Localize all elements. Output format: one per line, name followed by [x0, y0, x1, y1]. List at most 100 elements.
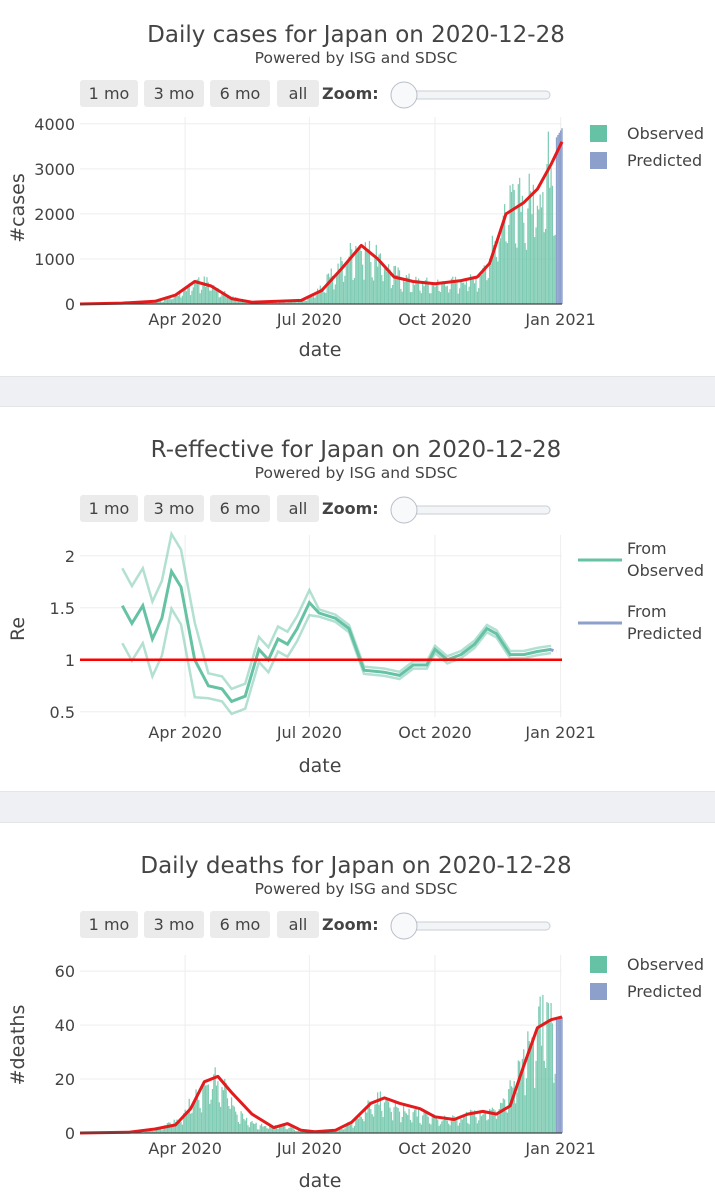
observed-bar	[381, 1111, 382, 1133]
observed-bar	[361, 1117, 362, 1133]
observed-bar	[534, 1088, 535, 1133]
legend-item-observed[interactable]: Observed	[590, 955, 704, 974]
legend-item-from-predicted[interactable]: From Predicted	[578, 602, 702, 643]
observed-bar	[171, 299, 172, 304]
observed-bar	[407, 1115, 408, 1133]
observed-bar	[411, 1122, 412, 1133]
observed-bar	[449, 289, 450, 304]
observed-bar	[413, 283, 414, 304]
observed-bar	[170, 1123, 171, 1133]
x-tick-label: Apr 2020	[148, 310, 221, 329]
observed-bar	[198, 1100, 199, 1133]
zoom-slider-handle[interactable]	[391, 497, 417, 523]
observed-bar	[232, 1105, 233, 1133]
observed-bar	[251, 1121, 252, 1133]
observed-bar	[544, 232, 545, 304]
observed-bar	[227, 1098, 228, 1133]
observed-bar	[523, 223, 524, 304]
observed-bar	[324, 292, 325, 304]
observed-bar	[370, 262, 371, 304]
observed-bar	[212, 1089, 213, 1133]
zoom-slider-track[interactable]	[405, 91, 550, 99]
observed-bar	[235, 1112, 236, 1133]
observed-bar	[247, 1125, 248, 1133]
x-tick-label: Jan 2021	[524, 1139, 595, 1158]
zoom-slider-handle[interactable]	[391, 82, 417, 108]
range-button-3mo[interactable]: 3 mo	[144, 911, 204, 938]
observed-bar	[519, 178, 520, 304]
range-button-1mo[interactable]: 1 mo	[80, 495, 138, 522]
range-button-1mo[interactable]: 1 mo	[80, 80, 138, 107]
observed-bar	[410, 292, 411, 304]
observed-bar	[413, 1112, 414, 1133]
observed-bar	[423, 1110, 424, 1133]
observed-bar	[414, 1110, 415, 1133]
observed-bar	[398, 1108, 399, 1133]
zoom-slider-track[interactable]	[405, 922, 550, 930]
zoom-slider-track[interactable]	[405, 506, 550, 514]
observed-bar	[190, 1114, 191, 1133]
observed-bar	[190, 295, 191, 304]
observed-bar	[437, 1119, 438, 1133]
observed-bar	[183, 290, 184, 304]
observed-bar	[460, 1119, 461, 1133]
observed-bar	[228, 1106, 229, 1133]
legend-item-predicted[interactable]: Predicted	[590, 982, 702, 1001]
observed-bar	[530, 191, 531, 304]
observed-bar	[363, 280, 364, 304]
observed-bar	[352, 280, 353, 304]
y-tick-label: 60	[55, 962, 75, 981]
predicted-bar	[560, 131, 561, 304]
observed-bar	[393, 266, 394, 304]
chart-title: Daily deaths for Japan on 2020-12-28	[140, 853, 571, 879]
observed-bar	[408, 1109, 409, 1133]
legend-item-predicted[interactable]: Predicted	[590, 151, 702, 170]
observed-bar	[475, 278, 476, 304]
range-button-3mo[interactable]: 3 mo	[144, 80, 204, 107]
x-tick-label: Jan 2021	[524, 310, 595, 329]
observed-bar	[485, 1112, 486, 1133]
zoom-slider-handle[interactable]	[391, 913, 417, 939]
observed-bar	[242, 1113, 243, 1133]
legend-item-observed[interactable]: Observed	[590, 124, 704, 143]
range-button-3mo[interactable]: 3 mo	[144, 495, 204, 522]
legend-label-word: Predicted	[627, 624, 702, 643]
range-button-6mo[interactable]: 6 mo	[210, 495, 270, 522]
observed-bar	[484, 1111, 485, 1133]
observed-bar	[201, 1112, 202, 1133]
range-button-6mo[interactable]: 6 mo	[210, 911, 270, 938]
observed-bar	[212, 288, 213, 304]
observed-bar	[555, 1074, 556, 1133]
observed-bar	[477, 1123, 478, 1133]
range-button-1mo[interactable]: 1 mo	[80, 911, 138, 938]
observed-bar	[508, 225, 509, 304]
observed-bar	[404, 282, 405, 304]
observed-bar	[265, 1126, 266, 1133]
reff-observed-line	[122, 571, 551, 701]
observed-bar	[486, 280, 487, 304]
range-button-label: all	[289, 84, 308, 103]
observed-bar	[357, 251, 358, 304]
range-button-all[interactable]: all	[277, 911, 319, 938]
observed-bar	[234, 1107, 235, 1133]
reff-chart: R-effective for Japan on 2020-12-28 Powe…	[0, 407, 715, 791]
legend: Observed Predicted	[590, 955, 704, 1001]
observed-bar	[396, 275, 397, 304]
observed-bar	[441, 1121, 442, 1133]
y-tick-label: 0	[65, 295, 75, 314]
cases-chart-panel: Daily cases for Japan on 2020-12-28 Powe…	[0, 0, 715, 376]
observed-bar	[525, 243, 526, 304]
legend-item-from-observed[interactable]: From Observed	[578, 539, 704, 580]
observed-bar	[478, 1120, 479, 1133]
observed-bar	[438, 1126, 439, 1133]
observed-bar	[541, 1046, 542, 1133]
observed-bar	[316, 295, 317, 304]
observed-bar	[359, 245, 360, 304]
panel-divider	[0, 376, 715, 407]
range-button-6mo[interactable]: 6 mo	[210, 80, 270, 107]
observed-bar	[549, 1023, 550, 1133]
range-button-all[interactable]: all	[277, 80, 319, 107]
observed-bar	[365, 242, 366, 304]
range-button-all[interactable]: all	[277, 495, 319, 522]
observed-bar	[482, 268, 483, 304]
